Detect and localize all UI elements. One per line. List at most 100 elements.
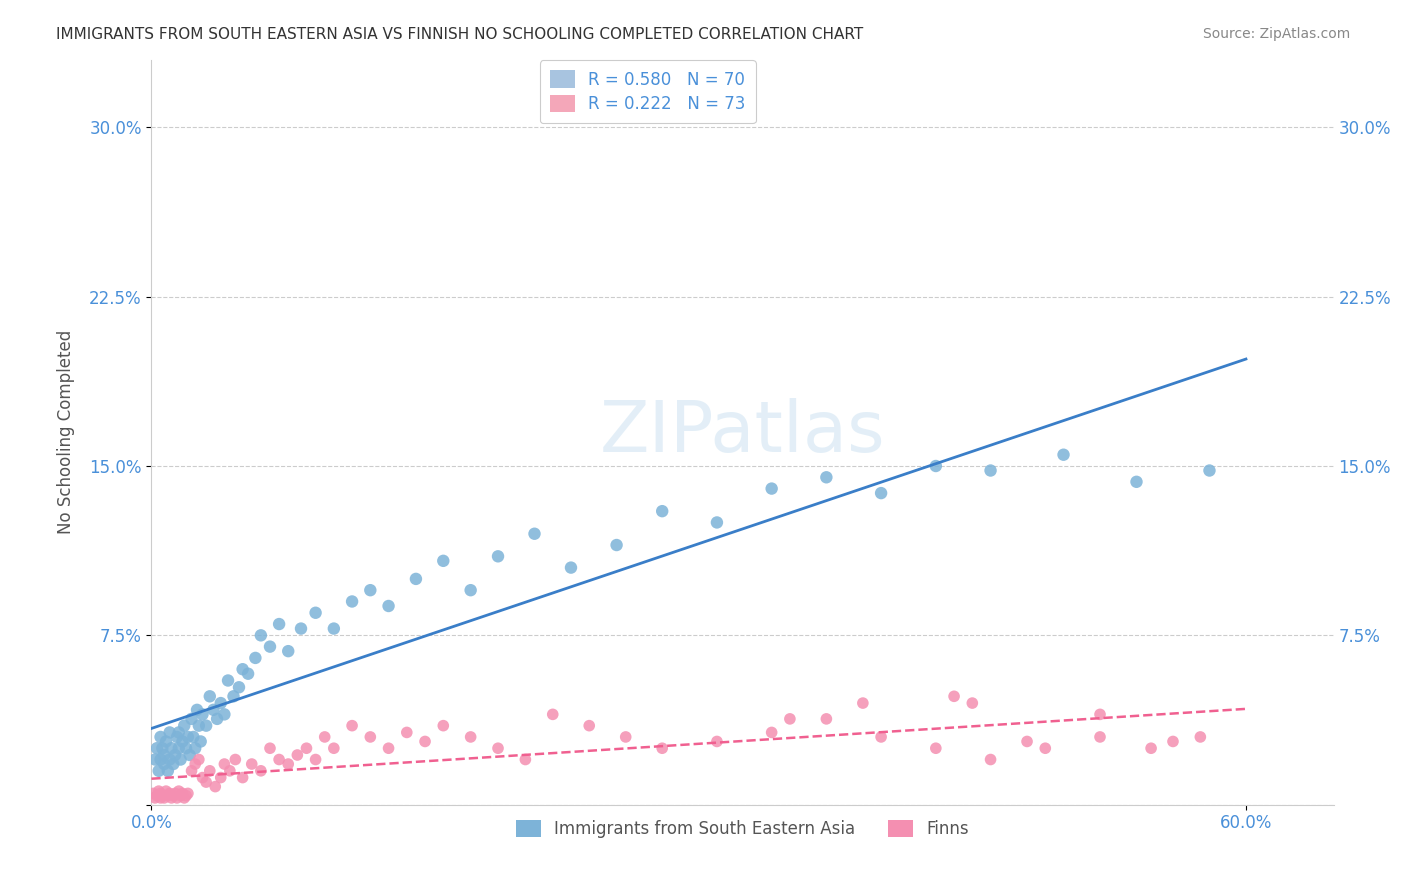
Point (180, 764, 202, 778)
Point (205, 712, 228, 726)
Text: IMMIGRANTS FROM SOUTH EASTERN ASIA VS FINNISH NO SCHOOLING COMPLETED CORRELATION: IMMIGRANTS FROM SOUTH EASTERN ASIA VS FI… (56, 27, 863, 42)
Point (186, 703, 208, 717)
Point (156, 789, 179, 803)
Point (187, 752, 209, 766)
Point (195, 775, 218, 789)
Point (228, 680, 250, 694)
Point (651, 741, 673, 756)
Point (322, 741, 344, 756)
Point (870, 486, 893, 500)
Point (1033, 741, 1056, 756)
Point (149, 791, 172, 805)
Point (1015, 734, 1038, 748)
Point (925, 458, 948, 473)
Point (240, 757, 263, 772)
Point (285, 747, 308, 762)
Point (150, 741, 173, 756)
Point (578, 719, 600, 733)
Point (148, 784, 170, 798)
Point (486, 549, 509, 564)
Point (184, 757, 207, 772)
Point (259, 741, 281, 756)
Point (706, 734, 728, 748)
Point (166, 730, 188, 744)
Point (250, 628, 273, 642)
Point (187, 719, 209, 733)
Point (314, 730, 336, 744)
Point (515, 752, 537, 766)
Point (460, 583, 482, 598)
Point (174, 789, 197, 803)
Point (259, 640, 281, 654)
Point (1161, 734, 1184, 748)
Text: Source: ZipAtlas.com: Source: ZipAtlas.com (1202, 27, 1350, 41)
Point (224, 752, 246, 766)
Point (184, 741, 207, 756)
Point (1140, 741, 1163, 756)
Point (153, 791, 176, 805)
Point (269, 752, 291, 766)
Point (269, 617, 291, 632)
Point (167, 725, 190, 739)
Point (962, 696, 984, 710)
Point (560, 560, 582, 574)
Point (815, 470, 838, 484)
Point (523, 526, 546, 541)
Point (146, 789, 169, 803)
Point (146, 741, 169, 756)
Point (202, 703, 225, 717)
Point (177, 730, 200, 744)
Point (174, 741, 197, 756)
Point (460, 730, 482, 744)
Point (359, 730, 381, 744)
Point (1198, 463, 1220, 477)
Point (159, 725, 181, 739)
Point (198, 764, 221, 778)
Point (165, 786, 187, 800)
Point (179, 747, 201, 762)
Point (173, 719, 195, 733)
Point (190, 734, 212, 748)
Point (1125, 475, 1147, 489)
Point (706, 516, 728, 530)
Point (359, 583, 381, 598)
Point (614, 730, 637, 744)
Point (162, 757, 184, 772)
Point (377, 741, 399, 756)
Point (304, 606, 326, 620)
Point (870, 730, 893, 744)
Point (1088, 730, 1111, 744)
Point (541, 707, 564, 722)
Point (209, 696, 232, 710)
Point (155, 784, 177, 798)
Point (166, 791, 188, 805)
Point (815, 712, 838, 726)
Point (1088, 707, 1111, 722)
Point (159, 786, 181, 800)
Point (160, 791, 183, 805)
Text: ZIPatlas: ZIPatlas (599, 398, 886, 467)
Point (761, 725, 783, 739)
Point (183, 730, 205, 744)
Point (218, 764, 240, 778)
Point (191, 707, 214, 722)
Y-axis label: No Schooling Completed: No Schooling Completed (58, 330, 75, 534)
Point (214, 757, 236, 772)
Point (432, 554, 454, 568)
Point (169, 789, 191, 803)
Point (153, 747, 176, 762)
Point (149, 786, 172, 800)
Point (142, 786, 165, 800)
Point (162, 789, 184, 803)
Point (852, 696, 875, 710)
Point (214, 707, 236, 722)
Point (155, 734, 177, 748)
Point (277, 644, 299, 658)
Point (486, 741, 509, 756)
Point (432, 719, 454, 733)
Point (236, 666, 259, 681)
Point (177, 786, 200, 800)
Point (167, 741, 190, 756)
Point (277, 757, 299, 772)
Point (304, 752, 326, 766)
